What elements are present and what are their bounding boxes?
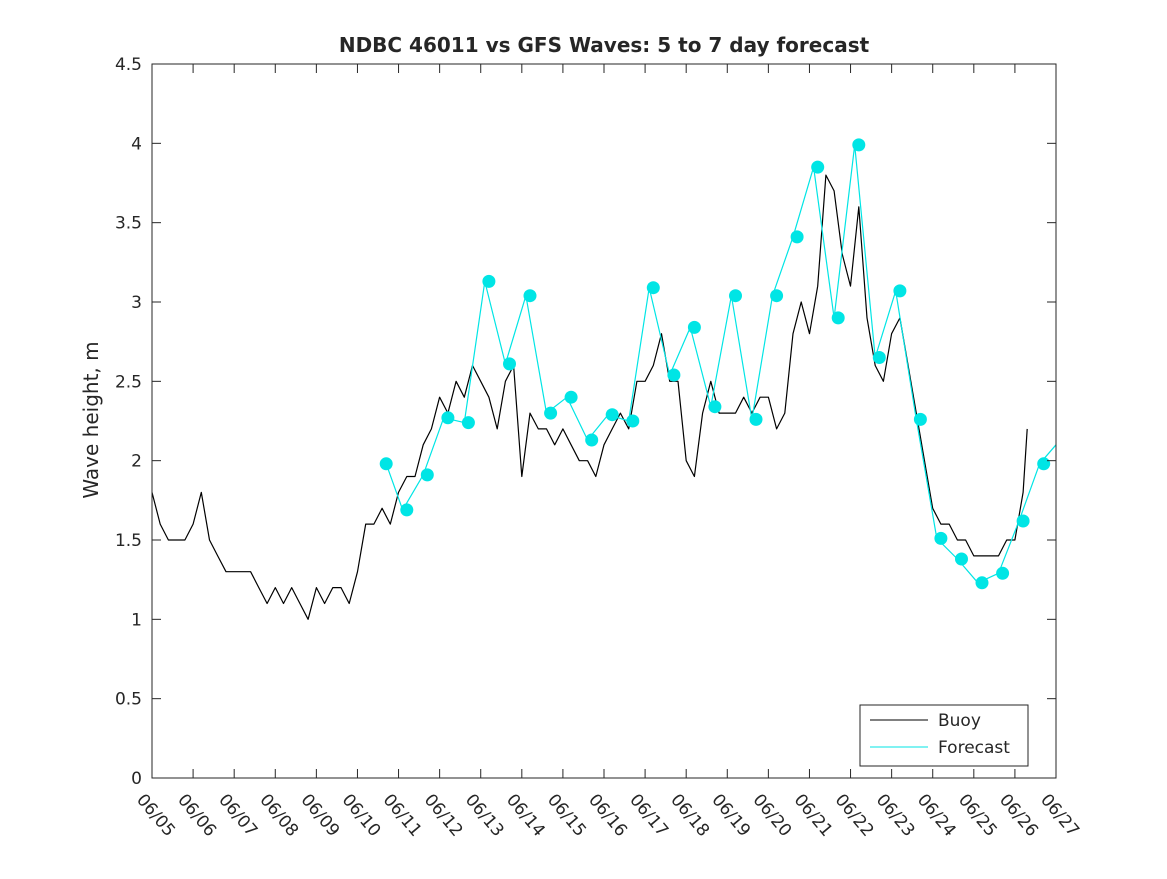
y-tick-label: 2: [131, 452, 142, 472]
x-tick-label: 06/07: [214, 790, 261, 840]
forecast-point: [934, 531, 948, 545]
forecast-point: [729, 289, 742, 303]
forecast-point: [872, 351, 886, 364]
legend: Buoy Forecast: [859, 704, 1029, 767]
plot-area: [152, 64, 1056, 778]
series-line-buoy: [151, 174, 1028, 620]
y-tick-label: 0: [131, 769, 142, 789]
y-tick-label: 4.5: [115, 55, 142, 75]
y-tick-label: 3: [131, 293, 142, 313]
x-tick-label: 06/26: [995, 790, 1042, 840]
forecast-point: [770, 289, 784, 303]
forecast-point: [441, 411, 455, 425]
x-tick-label: 06/20: [749, 790, 796, 840]
forecast-point: [1016, 514, 1030, 528]
forecast-point: [585, 433, 599, 447]
forecast-point: [667, 368, 681, 382]
forecast-point: [564, 390, 578, 404]
forecast-point: [811, 160, 825, 174]
x-tick-label: 06/13: [461, 790, 508, 840]
forecast-point: [790, 230, 804, 244]
x-tick-label: 06/15: [543, 790, 590, 840]
forecast-point: [379, 457, 393, 471]
forecast-point: [831, 311, 845, 325]
series-layer: [151, 138, 1057, 620]
x-tick-label: 06/25: [954, 790, 1001, 840]
forecast-point: [708, 400, 722, 414]
series-line-forecast: [385, 144, 1057, 584]
forecast-point: [420, 468, 434, 482]
forecast-point: [646, 281, 660, 295]
legend-box: [859, 704, 1029, 767]
x-tick-label: 06/09: [297, 790, 344, 840]
y-tick-label: 3.5: [115, 214, 142, 234]
y-tick-label: 4: [131, 134, 142, 154]
x-tick-label: 06/06: [173, 790, 220, 840]
x-tick-label: 06/11: [379, 790, 426, 840]
x-tick-label: 06/21: [790, 790, 837, 840]
x-tick-label: 06/22: [831, 790, 878, 840]
x-tick-label: 06/10: [338, 790, 385, 840]
x-tick-label: 06/12: [420, 790, 467, 840]
y-tick-label: 2.5: [115, 372, 142, 392]
legend-label-forecast: Forecast: [938, 738, 1010, 758]
forecast-point: [626, 414, 640, 428]
forecast-point: [400, 503, 414, 517]
plot-background: [152, 64, 1056, 778]
forecast-point: [523, 289, 537, 303]
x-tick-label: 06/17: [625, 790, 672, 840]
x-tick-label: 06/23: [872, 790, 919, 840]
forecast-point: [605, 408, 619, 422]
forecast-point: [913, 412, 927, 426]
forecast-point: [544, 406, 558, 420]
x-tick-label: 06/16: [584, 790, 631, 840]
y-axis-label: Wave height, m: [79, 341, 103, 498]
forecast-point: [1037, 457, 1051, 471]
forecast-point: [503, 357, 516, 371]
x-tick-label: 06/24: [913, 790, 960, 840]
forecast-point: [749, 412, 763, 426]
forecast-point: [482, 274, 496, 288]
x-tick-label: 06/19: [707, 790, 754, 840]
x-tick-label: 06/27: [1036, 790, 1083, 840]
y-tick-label: 1: [131, 610, 142, 630]
legend-label-buoy: Buoy: [938, 711, 981, 731]
x-tick-label: 06/08: [255, 790, 302, 840]
y-tick-label: 0.5: [115, 690, 142, 710]
x-tick-label: 06/14: [502, 790, 549, 840]
forecast-point: [893, 284, 907, 298]
forecast-point: [687, 320, 701, 334]
forecast-point: [996, 566, 1010, 580]
chart-title: NDBC 46011 vs GFS Waves: 5 to 7 day fore…: [339, 33, 870, 57]
x-tick-label: 06/18: [666, 790, 713, 840]
forecast-point: [461, 416, 475, 430]
y-tick-label: 1.5: [115, 531, 142, 551]
forecast-point: [975, 576, 989, 590]
forecast-point: [852, 138, 866, 152]
x-tick-label: 06/05: [132, 790, 179, 840]
forecast-point: [955, 552, 968, 566]
